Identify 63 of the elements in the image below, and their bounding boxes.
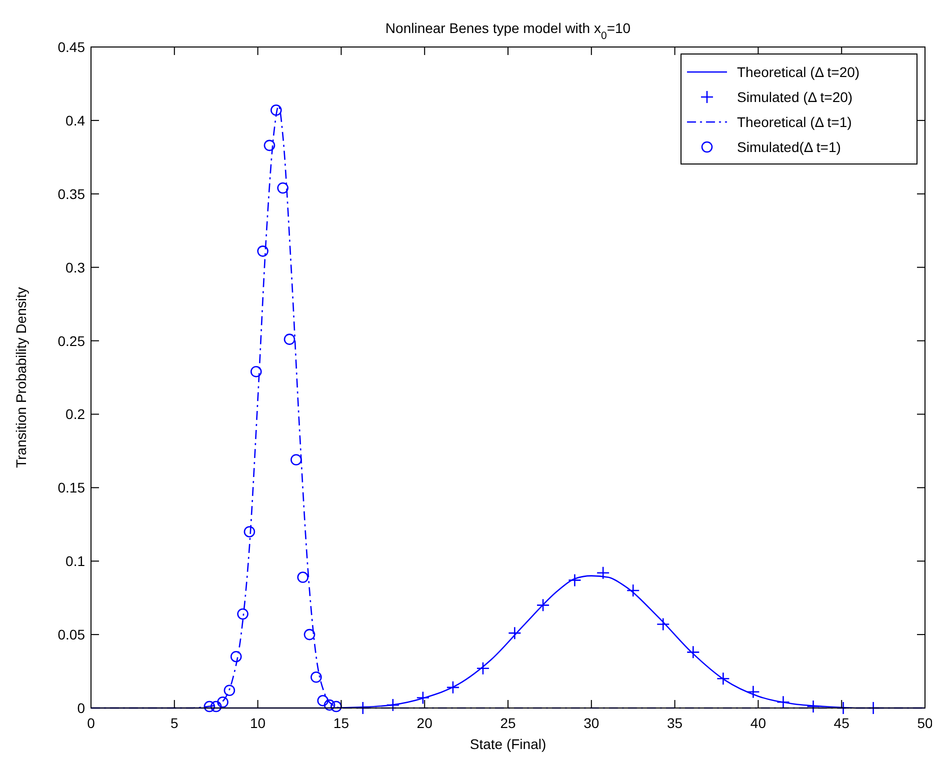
point — [290, 454, 302, 466]
x-tick-label: 25 — [500, 715, 516, 731]
point — [217, 696, 228, 708]
legend-label: Simulated(Δ t=1) — [737, 139, 841, 155]
chart-title: Nonlinear Benes type model with x$_{0}$=10 — [385, 20, 631, 42]
point — [686, 646, 700, 659]
point — [746, 685, 760, 698]
point — [446, 680, 460, 694]
x-tick-label: 40 — [750, 715, 766, 731]
point — [277, 182, 288, 194]
point — [536, 598, 550, 612]
legend-label: Theoretical (Δ t=1) — [737, 114, 852, 130]
legend-label: Theoretical (Δ t=20) — [737, 64, 860, 80]
y-tick-label: 0.25 — [58, 332, 86, 349]
y-tick-label: 0.2 — [66, 406, 86, 422]
point — [476, 662, 490, 675]
y-axis-title: Transition Probability Density — [13, 287, 29, 468]
y-tick-label: 0.45 — [58, 39, 86, 55]
point — [244, 526, 256, 538]
x-tick-label: 10 — [250, 715, 266, 731]
point — [626, 584, 640, 598]
point — [204, 700, 216, 712]
point — [270, 104, 282, 116]
y-tick-label: 0.1 — [66, 553, 86, 570]
point — [304, 628, 316, 640]
legend-label: Simulated (Δ t=20) — [737, 89, 853, 105]
point — [656, 618, 670, 631]
point — [224, 684, 236, 696]
point — [806, 700, 820, 714]
point — [324, 699, 336, 711]
x-tick-label: 0 — [87, 715, 96, 731]
point — [257, 246, 268, 257]
point — [250, 366, 262, 378]
point — [297, 572, 308, 583]
x-axis-title: State (Final) — [470, 736, 546, 752]
y-tick-label: 0.15 — [58, 480, 86, 496]
point — [508, 626, 522, 640]
point — [716, 672, 730, 686]
y-tick-label: 0.3 — [66, 259, 86, 276]
point — [568, 574, 582, 587]
point — [596, 566, 610, 580]
x-tick-label: 45 — [834, 715, 850, 731]
point — [386, 698, 400, 712]
point — [284, 334, 296, 345]
point — [416, 691, 430, 704]
x-tick-label: 50 — [917, 715, 933, 731]
point — [776, 695, 790, 709]
point — [210, 700, 222, 712]
y-tick-label: 0 — [77, 700, 86, 716]
x-tick-label: 5 — [170, 715, 178, 731]
point — [317, 695, 328, 706]
x-tick-label: 35 — [667, 715, 683, 731]
x-tick-label: 15 — [333, 715, 350, 731]
point — [237, 608, 248, 620]
point — [310, 672, 322, 683]
y-tick-label: 0.4 — [66, 112, 86, 128]
y-tick-label: 0.35 — [58, 186, 86, 202]
point — [230, 650, 242, 662]
point — [264, 140, 276, 152]
y-tick-label: 0.05 — [58, 626, 86, 643]
x-tick-label: 20 — [416, 715, 433, 731]
x-tick-label: 30 — [584, 715, 600, 731]
point — [330, 700, 342, 712]
